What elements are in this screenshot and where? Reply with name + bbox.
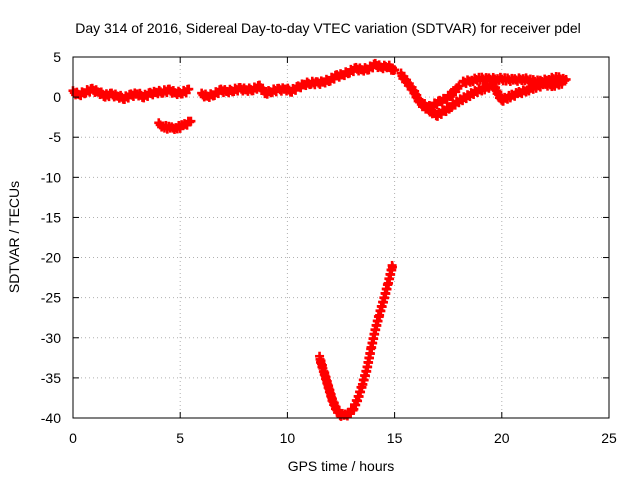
series-lower-branch-late (420, 76, 567, 121)
x-tick-label: 0 (69, 430, 77, 446)
y-tick-label: -40 (41, 410, 61, 426)
axis-ticks (72, 56, 610, 419)
series-branch-near-5h (154, 116, 196, 134)
y-tick-label: -20 (41, 250, 61, 266)
y-tick-label: 0 (53, 89, 61, 105)
chart-title: Day 314 of 2016, Sidereal Day-to-day VTE… (75, 20, 581, 36)
x-tick-label: 25 (601, 430, 617, 446)
y-tick-label: -5 (49, 129, 62, 145)
series-main-trace-middle (197, 58, 400, 102)
y-tick-label: -10 (41, 169, 61, 185)
y-axis-label: SDTVAR / TECUs (6, 181, 22, 293)
data-layer (68, 58, 571, 421)
x-tick-label: 5 (176, 430, 184, 446)
gridlines (73, 57, 609, 418)
y-tick-labels: 5 0 -5 -10 -15 -20 -25 -30 -35 -40 (41, 49, 61, 426)
series-main-trace-early (68, 83, 194, 105)
x-tick-label: 20 (494, 430, 510, 446)
x-axis-label: GPS time / hours (288, 458, 395, 474)
x-tick-labels: 0 5 10 15 20 25 (69, 430, 617, 446)
y-tick-label: 5 (53, 49, 61, 65)
y-tick-label: -15 (41, 209, 61, 225)
plot-frame (72, 56, 610, 419)
x-tick-label: 10 (280, 430, 296, 446)
y-tick-label: -30 (41, 330, 61, 346)
x-tick-label: 15 (387, 430, 403, 446)
y-tick-label: -25 (41, 290, 61, 306)
series-main-trace-late (458, 72, 571, 88)
y-tick-label: -35 (41, 370, 61, 386)
